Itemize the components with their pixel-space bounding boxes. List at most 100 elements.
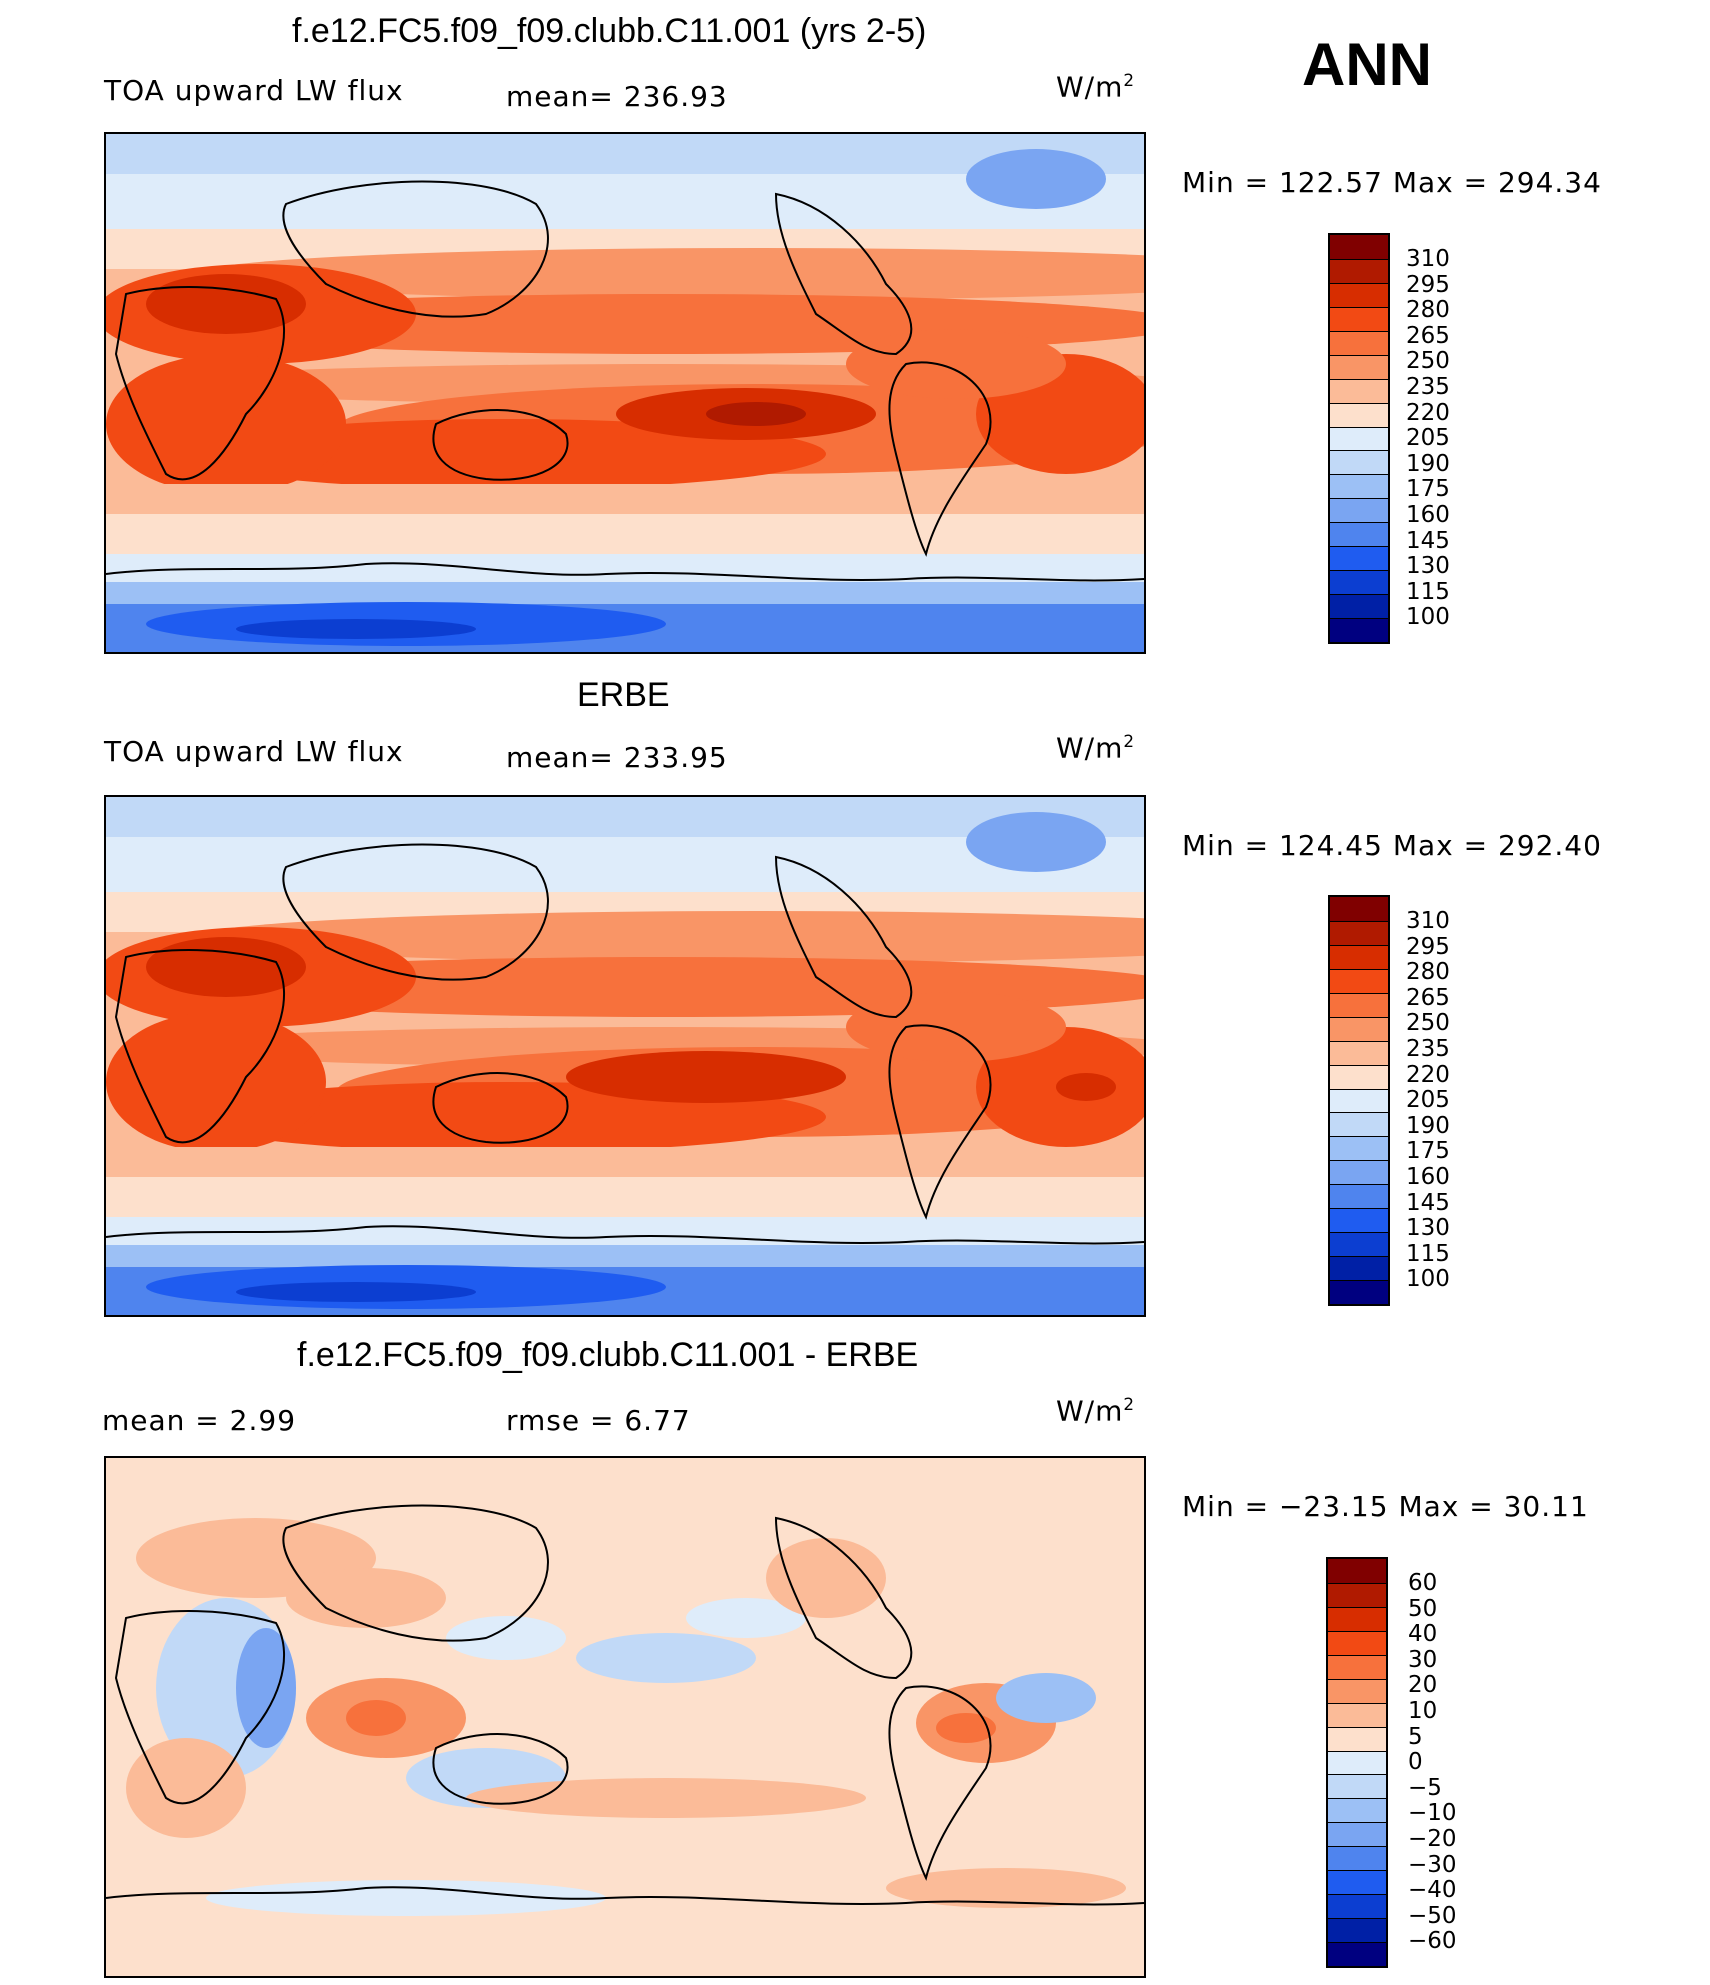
colorbar-swatch (1330, 897, 1388, 921)
colorbar-tick-label: 145 (1406, 1189, 1450, 1216)
colorbar-tick-label: 235 (1406, 1035, 1450, 1062)
colorbar-swatch (1330, 1184, 1388, 1209)
colorbar-tick-label: 30 (1408, 1646, 1438, 1673)
colorbar-swatch (1328, 1942, 1386, 1966)
colorbar-tick-label: −20 (1408, 1825, 1457, 1852)
colorbar-tick-label: 250 (1406, 1010, 1450, 1037)
panel-2-variable-label: TOA upward LW flux (104, 735, 404, 768)
colorbar-swatch (1330, 1208, 1388, 1233)
colorbar-swatch (1330, 944, 1388, 969)
colorbar-tick-label: 20 (1408, 1672, 1438, 1699)
colorbar-tick-label: 250 (1406, 348, 1450, 375)
colorbar-tick-label: −40 (1408, 1877, 1457, 1904)
colorbar-tick-label: 40 (1408, 1621, 1438, 1648)
panel-1-map (104, 132, 1146, 654)
colorbar-swatch (1330, 570, 1388, 595)
colorbar-swatch (1330, 378, 1388, 403)
colorbar-tick-label: 5 (1408, 1723, 1423, 1750)
colorbar-swatch (1330, 618, 1388, 642)
panel-1-variable-label: TOA upward LW flux (104, 74, 404, 107)
panel-2-colorbar (1328, 895, 1390, 1306)
colorbar-swatch (1330, 968, 1388, 993)
colorbar-swatch (1330, 282, 1388, 307)
colorbar-swatch (1330, 1016, 1388, 1041)
panel-2-colorbar-ticks: 310 295 280 265 250 235 220 205 190 175 160 145 130 1… (1406, 908, 1450, 1293)
panel-1-colorbar (1328, 233, 1390, 644)
panel-3-title: f.e12.FC5.f09_f09.clubb.C11.001 - ERBE (297, 1336, 919, 1374)
colorbar-tick-label: 60 (1408, 1570, 1438, 1596)
panel-3-map (104, 1456, 1146, 1978)
colorbar-swatch (1330, 1232, 1388, 1257)
colorbar-swatch (1328, 1606, 1386, 1631)
colorbar-tick-label: 220 (1406, 399, 1450, 426)
colorbar-swatch (1328, 1726, 1386, 1751)
panel-1-title: f.e12.FC5.f09_f09.clubb.C11.001 (yrs 2-5… (292, 12, 927, 50)
panel-1-minmax: Min = 122.57 Max = 294.34 (1182, 166, 1602, 199)
colorbar-tick-label: −60 (1408, 1928, 1457, 1955)
colorbar-tick-label: 280 (1406, 959, 1450, 986)
colorbar-tick-label: 100 (1406, 604, 1450, 631)
colorbar-tick-label: 115 (1406, 578, 1450, 605)
colorbar-tick-label: 130 (1406, 1215, 1450, 1242)
colorbar-swatch (1330, 258, 1388, 283)
colorbar-swatch (1328, 1630, 1386, 1655)
colorbar-tick-label: 160 (1406, 501, 1450, 528)
season-label: ANN (1302, 31, 1432, 98)
colorbar-swatch (1328, 1559, 1386, 1583)
colorbar-tick-label: −10 (1408, 1800, 1457, 1827)
colorbar-tick-label: 265 (1406, 322, 1450, 349)
colorbar-tick-label: 100 (1406, 1266, 1450, 1293)
colorbar-swatch (1330, 330, 1388, 355)
panel-2-map (104, 795, 1146, 1317)
colorbar-tick-label: 220 (1406, 1061, 1450, 1088)
colorbar-swatch (1330, 450, 1388, 475)
colorbar-swatch (1330, 1280, 1388, 1304)
panel-2-mean-label: mean= 233.95 (506, 741, 728, 774)
panel-2-units-label: W/m2 (1056, 731, 1136, 765)
panel-2-minmax: Min = 124.45 Max = 292.40 (1182, 829, 1602, 862)
colorbar-swatch (1330, 1160, 1388, 1185)
colorbar-swatch (1330, 235, 1388, 259)
panel-3-minmax: Min = −23.15 Max = 30.11 (1182, 1490, 1589, 1523)
colorbar-tick-label: 130 (1406, 553, 1450, 580)
colorbar-tick-label: 50 (1408, 1595, 1438, 1622)
colorbar-swatch (1328, 1798, 1386, 1823)
colorbar-swatch (1330, 354, 1388, 379)
colorbar-tick-label: 295 (1406, 933, 1450, 960)
colorbar-swatch (1330, 920, 1388, 945)
colorbar-tick-label: −50 (1408, 1902, 1457, 1929)
panel-1-mean-label: mean= 236.93 (506, 80, 728, 113)
colorbar-swatch (1330, 1040, 1388, 1065)
panel-1-units-label: W/m2 (1056, 70, 1136, 104)
colorbar-swatch (1330, 546, 1388, 571)
colorbar-tick-label: 0 (1408, 1749, 1423, 1776)
colorbar-tick-label: 190 (1406, 450, 1450, 477)
colorbar-swatch (1330, 474, 1388, 499)
colorbar-swatch (1330, 306, 1388, 331)
colorbar-tick-label: −5 (1408, 1774, 1442, 1801)
colorbar-swatch (1328, 1678, 1386, 1703)
panel-2-title: ERBE (577, 676, 670, 714)
panel-3-rmse-label: rmse = 6.77 (506, 1404, 691, 1437)
colorbar-swatch (1328, 1750, 1386, 1775)
colorbar-tick-label: 310 (1406, 246, 1450, 272)
colorbar-tick-label: 145 (1406, 527, 1450, 554)
colorbar-tick-label: 265 (1406, 984, 1450, 1011)
colorbar-tick-label: 205 (1406, 425, 1450, 452)
colorbar-swatch (1330, 1088, 1388, 1113)
panel-3-units-label: W/m2 (1056, 1394, 1136, 1428)
colorbar-swatch (1330, 1064, 1388, 1089)
colorbar-swatch (1328, 1918, 1386, 1942)
colorbar-swatch (1330, 594, 1388, 618)
colorbar-swatch (1330, 426, 1388, 451)
panel-1-colorbar-ticks: 310 295 280 265 250 235 220 205 190 175 160 145 130 1… (1406, 246, 1450, 631)
colorbar-swatch (1328, 1654, 1386, 1679)
panel-3-mean-label: mean = 2.99 (102, 1404, 297, 1437)
panel-3-colorbar (1326, 1557, 1388, 1968)
colorbar-tick-label: 10 (1408, 1697, 1438, 1724)
colorbar-tick-label: 175 (1406, 1138, 1450, 1165)
colorbar-tick-label: 235 (1406, 373, 1450, 400)
colorbar-tick-label: −30 (1408, 1851, 1457, 1878)
colorbar-tick-label: 280 (1406, 297, 1450, 324)
colorbar-tick-label: 310 (1406, 908, 1450, 934)
